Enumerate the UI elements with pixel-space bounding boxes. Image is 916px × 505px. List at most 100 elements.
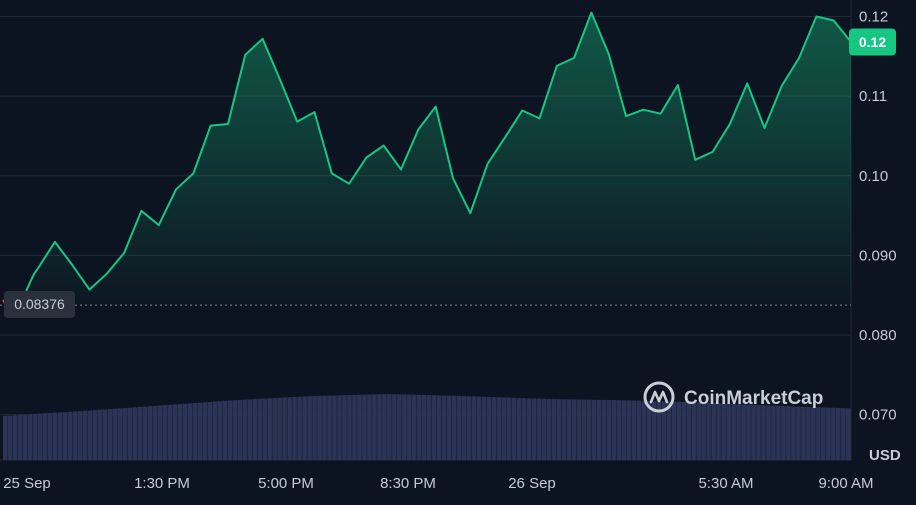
volume-bar	[811, 407, 816, 460]
price-point	[262, 38, 264, 40]
volume-bar	[302, 396, 307, 460]
volume-bar	[456, 395, 462, 460]
price-point	[400, 168, 402, 170]
price-line-up-segment[interactable]	[22, 11, 852, 299]
price-point	[30, 280, 32, 282]
volume-bar	[716, 403, 721, 460]
volume-bar	[167, 404, 173, 460]
current-price-label: 0.12	[859, 34, 886, 50]
price-point	[158, 224, 160, 226]
volume-bar	[372, 394, 377, 460]
volume-bar	[561, 399, 567, 460]
volume-bar	[102, 409, 108, 460]
volume-bar	[531, 398, 537, 460]
volume-bar	[481, 396, 487, 460]
price-point	[539, 117, 541, 119]
y-tick-label: 0.080	[859, 327, 897, 344]
x-tick-label: 1:30 PM	[134, 475, 190, 492]
volume-bar	[596, 399, 602, 460]
price-point	[798, 57, 800, 59]
price-point	[487, 163, 489, 165]
volume-bar	[696, 402, 701, 460]
volume-bar	[7, 415, 13, 460]
volume-bar	[841, 408, 846, 460]
price-point	[435, 106, 437, 108]
volume-bar	[651, 401, 657, 460]
volume-bar	[42, 413, 48, 460]
price-point	[2, 299, 4, 301]
price-point	[573, 57, 575, 59]
price-point	[175, 188, 177, 190]
price-point	[504, 137, 506, 139]
volume-bar	[826, 407, 831, 460]
volume-bar	[576, 399, 582, 460]
volume-bar	[417, 394, 422, 460]
volume-bar	[422, 394, 427, 460]
y-tick-label: 0.12	[859, 9, 888, 26]
volume-bar	[22, 414, 28, 460]
volume-bar	[556, 399, 562, 460]
price-point	[712, 151, 714, 153]
volume-bar	[711, 403, 716, 460]
volume-bar	[312, 396, 317, 460]
volume-bar	[57, 412, 63, 460]
price-point	[556, 65, 558, 67]
y-tick-label: 0.090	[859, 247, 897, 264]
volume-bar	[491, 397, 497, 460]
volume-bar	[546, 398, 552, 460]
volume-bar	[536, 398, 542, 460]
volume-bar	[431, 395, 437, 460]
price-point	[781, 85, 783, 87]
price-point	[660, 113, 662, 115]
price-point	[677, 84, 679, 86]
volume-bar	[806, 406, 811, 460]
volume-bar	[581, 399, 587, 460]
volume-bar	[67, 411, 73, 460]
volume-bar	[137, 406, 143, 460]
volume-bar	[227, 400, 233, 460]
reference-badge-bg	[4, 291, 75, 318]
volume-bar	[107, 409, 113, 460]
volume-bar	[786, 406, 791, 460]
volume-bar	[721, 403, 726, 460]
x-tick-label: 25 Sep	[3, 475, 51, 492]
volume-bar	[591, 399, 597, 460]
volume-bar	[382, 394, 387, 460]
volume-bar	[646, 400, 652, 460]
x-tick-label: 26 Sep	[508, 475, 556, 492]
volume-bar	[551, 399, 557, 460]
volume-bar	[801, 406, 806, 460]
volume-bar	[466, 396, 472, 460]
volume-bar	[836, 407, 841, 460]
price-area	[3, 12, 851, 317]
volume-bar	[681, 401, 686, 460]
price-point	[227, 123, 229, 125]
volume-bar	[147, 406, 153, 460]
volume-bar	[157, 405, 163, 460]
volume-bar	[402, 394, 407, 460]
x-tick-label: 9:00 AM	[818, 475, 873, 492]
volume-bar	[656, 401, 662, 460]
price-point	[590, 12, 592, 14]
volume-bar	[252, 399, 257, 460]
price-point	[729, 123, 731, 125]
volume-bar	[267, 398, 272, 460]
price-point	[815, 16, 817, 18]
price-point	[279, 78, 281, 80]
price-point	[417, 129, 419, 131]
volume-bar	[47, 413, 53, 460]
volume-bar	[272, 398, 277, 460]
volume-bar	[741, 404, 746, 460]
volume-bar	[671, 401, 677, 460]
price-point	[314, 111, 316, 113]
volume-bar	[192, 403, 198, 460]
volume-bar	[307, 396, 312, 460]
volume-bar	[486, 396, 492, 460]
volume-bar	[776, 405, 781, 460]
volume-bars	[3, 394, 851, 460]
volume-bar	[97, 409, 103, 460]
volume-bar	[292, 396, 297, 460]
volume-bar	[691, 402, 696, 460]
